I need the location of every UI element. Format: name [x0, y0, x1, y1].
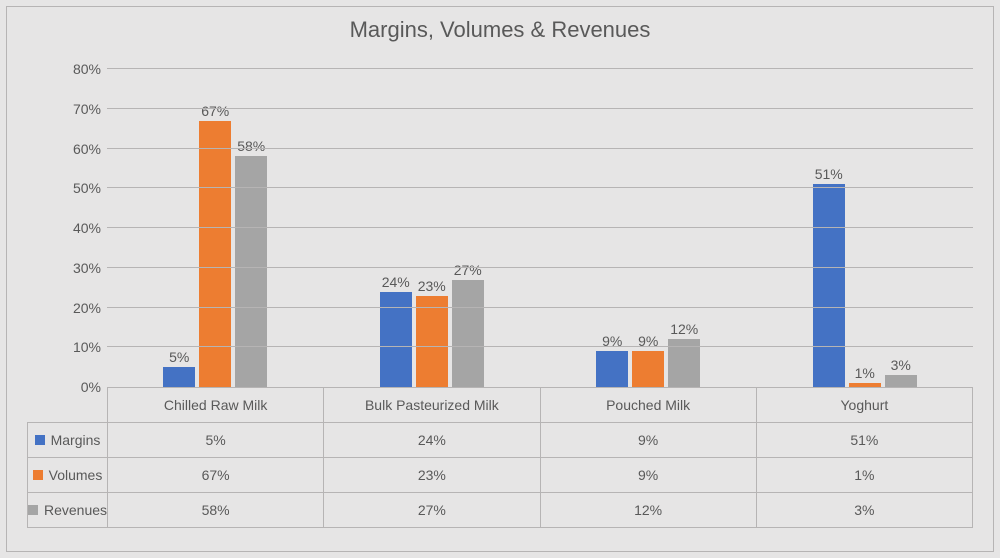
- table-cell: 5%: [108, 423, 324, 458]
- y-tick-label: 60%: [73, 141, 107, 157]
- bar-value-label: 24%: [382, 274, 410, 292]
- table-cell: 23%: [324, 458, 540, 493]
- table-cell: 9%: [540, 423, 756, 458]
- bar-row: 9%9%12%: [540, 69, 757, 387]
- table-row: Margins 5%24%9%51%: [28, 423, 973, 458]
- table-cell: 67%: [108, 458, 324, 493]
- gridline: 40%: [107, 227, 973, 228]
- gridline: 70%: [107, 108, 973, 109]
- legend-label: Revenues: [44, 502, 107, 518]
- legend-swatch: [35, 435, 45, 445]
- bar-value-label: 27%: [454, 262, 482, 280]
- bar-revenues: 58%: [235, 156, 267, 387]
- table-cell: 9%: [540, 458, 756, 493]
- bar-value-label: 23%: [418, 278, 446, 296]
- table-cell: 3%: [756, 493, 972, 528]
- legend-swatch: [33, 470, 43, 480]
- bar-value-label: 5%: [169, 349, 189, 367]
- table-cell: 24%: [324, 423, 540, 458]
- table-category-header: Bulk Pasteurized Milk: [324, 388, 540, 423]
- table-cell: 1%: [756, 458, 972, 493]
- bar-groups: 5%67%58%24%23%27%9%9%12%51%1%3%: [107, 69, 973, 387]
- table-cell: 12%: [540, 493, 756, 528]
- bar-value-label: 51%: [815, 166, 843, 184]
- bar-volumes: 23%: [416, 296, 448, 387]
- bar-value-label: 1%: [855, 365, 875, 383]
- legend-swatch: [28, 505, 38, 515]
- bar-volumes: 9%: [632, 351, 664, 387]
- series-header-revenues: Revenues: [28, 493, 108, 528]
- bar-value-label: 12%: [670, 321, 698, 339]
- gridline: 80%: [107, 68, 973, 69]
- bar-value-label: 3%: [891, 357, 911, 375]
- table-cell: 58%: [108, 493, 324, 528]
- bar-row: 5% 67% 58%: [107, 69, 324, 387]
- table-corner-cell: [28, 388, 108, 423]
- table-cell: 27%: [324, 493, 540, 528]
- chart-title: Margins, Volumes & Revenues: [7, 17, 993, 43]
- bar-value-label: 9%: [602, 333, 622, 351]
- category-group: 51% 1% 3%: [757, 69, 974, 387]
- y-tick-label: 20%: [73, 300, 107, 316]
- y-tick-label: 80%: [73, 61, 107, 77]
- chart-container: Margins, Volumes & Revenues 5%67%58%24%2…: [0, 0, 1000, 558]
- table-cell: 51%: [756, 423, 972, 458]
- bar-value-label: 67%: [201, 103, 229, 121]
- data-table: Chilled Raw MilkBulk Pasteurized MilkPou…: [27, 387, 973, 528]
- legend-item: Margins: [35, 432, 101, 448]
- bar-value-label: 9%: [638, 333, 658, 351]
- legend-label: Volumes: [49, 467, 103, 483]
- y-tick-label: 70%: [73, 101, 107, 117]
- table-row: Chilled Raw MilkBulk Pasteurized MilkPou…: [28, 388, 973, 423]
- bar-margins: 5%: [163, 367, 195, 387]
- plot-area: 5%67%58%24%23%27%9%9%12%51%1%3% 0%10%20%…: [107, 69, 973, 388]
- table-row: Volumes 67%23%9%1%: [28, 458, 973, 493]
- gridline: 50%: [107, 187, 973, 188]
- table-row: Revenues58%27%12%3%: [28, 493, 973, 528]
- gridline: 10%: [107, 346, 973, 347]
- table-category-header: Pouched Milk: [540, 388, 756, 423]
- bar-revenues: 27%: [452, 280, 484, 387]
- series-header-margins: Margins: [28, 423, 108, 458]
- category-group: 9%9%12%: [540, 69, 757, 387]
- category-group: 24%23%27%: [324, 69, 541, 387]
- legend-item: Revenues: [28, 502, 107, 518]
- gridline: 60%: [107, 148, 973, 149]
- chart-frame: Margins, Volumes & Revenues 5%67%58%24%2…: [6, 6, 994, 552]
- legend-item: Volumes: [33, 467, 103, 483]
- y-tick-label: 40%: [73, 220, 107, 236]
- y-tick-label: 50%: [73, 180, 107, 196]
- bar-row: 51% 1% 3%: [757, 69, 974, 387]
- category-group: 5% 67% 58%: [107, 69, 324, 387]
- bar-row: 24%23%27%: [324, 69, 541, 387]
- bar-margins: 9%: [596, 351, 628, 387]
- bar-margins: 51%: [813, 184, 845, 387]
- legend-label: Margins: [51, 432, 101, 448]
- gridline: 30%: [107, 267, 973, 268]
- y-tick-label: 10%: [73, 339, 107, 355]
- table-category-header: Chilled Raw Milk: [108, 388, 324, 423]
- table-category-header: Yoghurt: [756, 388, 972, 423]
- series-header-volumes: Volumes: [28, 458, 108, 493]
- gridline: 20%: [107, 307, 973, 308]
- bar-revenues: 3%: [885, 375, 917, 387]
- y-tick-label: 30%: [73, 260, 107, 276]
